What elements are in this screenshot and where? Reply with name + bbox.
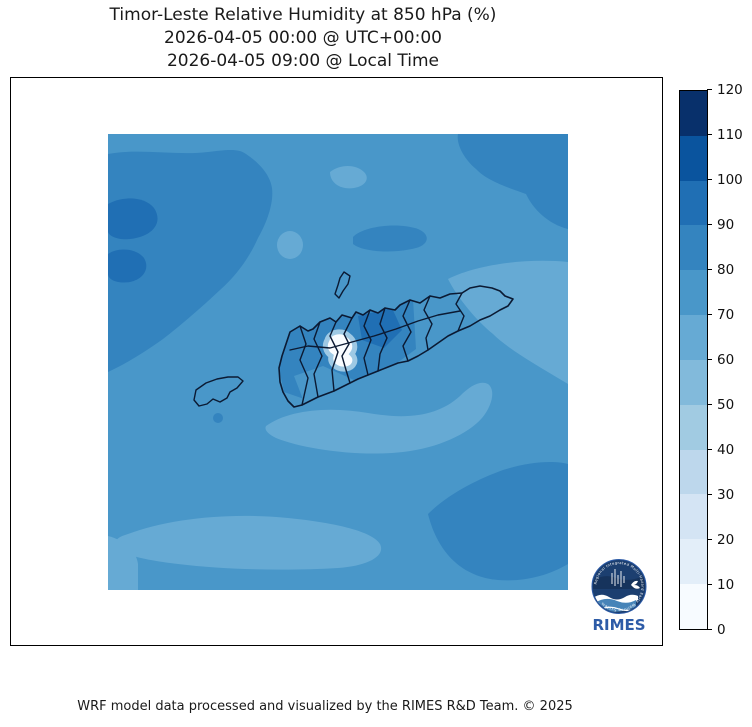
contour-region-90-100-west-lower <box>108 249 147 283</box>
colorbar-level-10-20 <box>680 539 707 585</box>
footer-credit: WRF model data processed and visualized … <box>77 699 573 714</box>
colorbar-tick-mark <box>707 404 712 406</box>
colorbar-level-70-80 <box>680 270 707 316</box>
colorbar-tick-label-120: 120 <box>717 82 743 98</box>
colorbar <box>679 90 708 630</box>
plot-title-line3-local-time: 2026-04-05 09:00 @ Local Time <box>166 51 440 71</box>
colorbar-tick-mark <box>707 539 712 541</box>
colorbar-tick-mark <box>707 224 712 226</box>
contour-region-60-70-east <box>448 260 568 384</box>
colorbar-level-30-40 <box>680 449 707 495</box>
colorbar-tick-label-60: 60 <box>717 352 735 368</box>
colorbar-tick-label-70: 70 <box>717 307 735 323</box>
contour-region-60-70-bottom-left-corner <box>108 536 138 590</box>
colorbar-tick-mark <box>707 89 712 91</box>
contour-region-90-100-west-upper <box>108 198 158 240</box>
colorbar-tick-mark <box>707 179 712 181</box>
colorbar-level-20-30 <box>680 494 707 540</box>
contour-dot-80-90 <box>213 413 223 423</box>
logo-wordmark: RIMES <box>592 616 645 634</box>
colorbar-tick-label-110: 110 <box>717 127 743 143</box>
colorbar-tick-mark <box>707 359 712 361</box>
colorbar-level-50-60 <box>680 359 707 405</box>
colorbar-tick-label-20: 20 <box>717 532 735 548</box>
humidity-contour-map <box>108 134 568 590</box>
plot-title-line1: Timor-Leste Relative Humidity at 850 hPa… <box>109 5 497 25</box>
plot-title-line2-utc-time: 2026-04-05 00:00 @ UTC+00:00 <box>164 28 442 48</box>
contour-region-60-70-kidney <box>330 166 367 189</box>
colorbar-tick-mark <box>707 134 712 136</box>
bird-icon <box>631 580 640 589</box>
colorbar-tick-mark <box>707 629 712 631</box>
colorbar-tick-mark <box>707 494 712 496</box>
colorbar-tick-label-30: 30 <box>717 487 735 503</box>
colorbar-tick-label-40: 40 <box>717 442 735 458</box>
colorbar-tick-mark <box>707 314 712 316</box>
rimes-logo-graphic: Regional Integrated Multi-Hazard Early W… <box>591 559 647 634</box>
colorbar-level-60-70 <box>680 315 707 360</box>
colorbar-tick-mark <box>707 449 712 451</box>
colorbar-tick-label-80: 80 <box>717 262 735 278</box>
colorbar-tick-label-50: 50 <box>717 397 735 413</box>
map-frame <box>10 77 663 646</box>
timor-island-coastline <box>278 285 514 408</box>
colorbar-tick-mark <box>707 269 712 271</box>
colorbar-tick-mark <box>707 584 712 586</box>
logo-artwork <box>593 569 645 612</box>
colorbar-tick-label-0: 0 <box>717 622 726 638</box>
colorbar-tick-label-10: 10 <box>717 577 735 593</box>
plot-title: Timor-Leste Relative Humidity at 850 hPa… <box>0 4 606 73</box>
contour-region-80-90-midband <box>353 225 427 252</box>
contour-region-60-70-bottom <box>115 515 382 570</box>
oecusse-enclave-outline <box>193 376 244 407</box>
colorbar-level-40-50 <box>680 404 707 450</box>
rimes-logo: Regional Integrated Multi-Hazard Early W… <box>574 551 661 643</box>
contour-region-60-70-south-band <box>265 382 493 454</box>
colorbar-tick-label-100: 100 <box>717 172 743 188</box>
colorbar-level-100-110 <box>680 135 707 181</box>
colorbar-level-0-10 <box>680 584 707 629</box>
municipality-boundaries <box>289 292 465 406</box>
contour-region-80-90-southeast <box>428 462 568 581</box>
contour-region-60-70-spot <box>277 231 303 259</box>
contour-region-80-90-topright <box>457 134 568 229</box>
seismograph-icon <box>611 569 625 587</box>
contour-minimum-white-spot <box>322 329 358 372</box>
colorbar-level-110-120 <box>680 91 707 136</box>
island-fill-70-80-south <box>294 366 354 402</box>
colorbar-level-90-100 <box>680 180 707 226</box>
colorbar-level-80-90 <box>680 225 707 271</box>
colorbar-tick-label-90: 90 <box>717 217 735 233</box>
colorbar-tick-labels: 0 10 20 30 40 50 60 70 80 90 100 110 120 <box>707 82 752 638</box>
atauro-island-outline <box>334 271 351 299</box>
